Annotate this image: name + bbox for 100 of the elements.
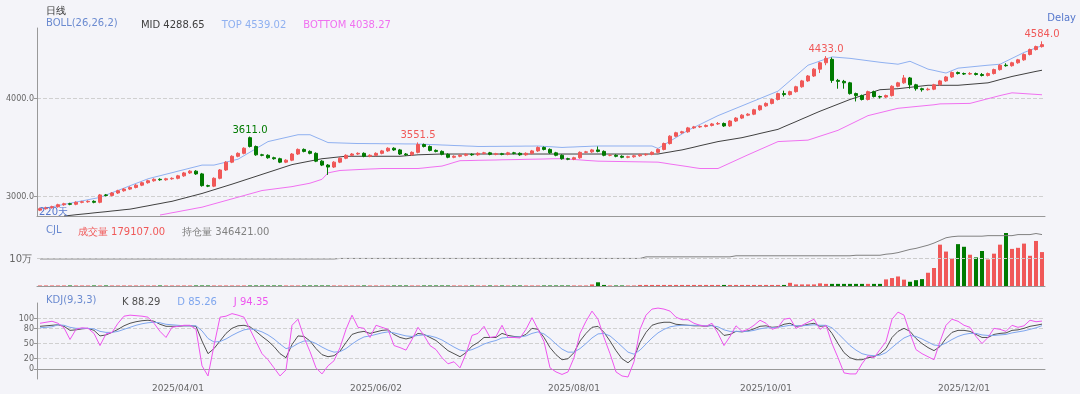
- bar: [1016, 247, 1020, 286]
- candlestick: [758, 104, 762, 112]
- candlestick: [1004, 62, 1008, 68]
- line-series: [39, 319, 1043, 364]
- candlestick: [668, 134, 672, 146]
- candlestick: [386, 146, 390, 153]
- candlestick: [944, 75, 948, 83]
- candlestick: [872, 90, 876, 99]
- candlestick: [656, 147, 660, 154]
- candlestick: [200, 172, 204, 188]
- candlestick: [332, 160, 336, 169]
- x-tick-label: 2025/10/01: [740, 382, 792, 393]
- text: 持仓量 346421.00: [182, 225, 270, 237]
- legend-title: BOLL(26,26,2): [46, 16, 118, 28]
- candlestick: [278, 157, 282, 164]
- candlestick: [974, 72, 978, 76]
- candlestick: [812, 67, 816, 78]
- candlestick: [746, 112, 750, 117]
- y-tick-label: 20: [23, 354, 34, 364]
- bar: [848, 283, 852, 286]
- candlestick: [266, 153, 270, 160]
- candlestick: [632, 154, 636, 159]
- bar: [1004, 233, 1008, 286]
- candlestick: [38, 207, 42, 212]
- candlestick: [920, 87, 924, 93]
- candlestick: [716, 121, 720, 126]
- bar: [596, 282, 600, 286]
- candlestick: [302, 147, 306, 153]
- text: TOP 4539.02: [220, 18, 287, 30]
- candlestick: [320, 159, 324, 167]
- bar: [914, 280, 918, 286]
- candlestick: [134, 183, 138, 189]
- candlestick: [644, 152, 648, 157]
- bar: [950, 258, 954, 286]
- candlestick: [248, 136, 252, 148]
- candlestick: [734, 116, 738, 123]
- candlestick: [968, 71, 972, 76]
- candlestick: [986, 72, 990, 77]
- candlestick: [584, 150, 588, 154]
- candlestick: [830, 56, 834, 84]
- candlestick: [440, 149, 444, 156]
- candlestick: [470, 152, 474, 157]
- candlestick: [728, 119, 732, 128]
- candlestick: [146, 179, 150, 185]
- bar: [788, 282, 792, 286]
- candlestick: [836, 78, 840, 90]
- candlestick: [848, 81, 852, 96]
- bar: [920, 279, 924, 286]
- candlestick: [158, 177, 162, 182]
- candlestick: [188, 169, 192, 175]
- bar: [998, 244, 1002, 286]
- candlestick: [206, 184, 210, 188]
- bar: [956, 244, 960, 286]
- bar: [842, 283, 846, 286]
- bar: [938, 244, 942, 286]
- candlestick: [314, 151, 318, 163]
- candlestick: [518, 151, 522, 157]
- legend-title: KDJ(9,3,3): [46, 293, 97, 305]
- candlestick: [776, 92, 780, 101]
- candlestick: [224, 160, 228, 172]
- candlestick: [398, 148, 402, 156]
- candlestick: [1028, 48, 1032, 56]
- candlestick: [626, 155, 630, 159]
- candlestick: [800, 79, 804, 89]
- series-label: J 94.35: [232, 295, 269, 307]
- y-tick-label: 0: [28, 364, 34, 374]
- candlestick: [530, 149, 534, 155]
- bar: [884, 279, 888, 286]
- candlestick: [1010, 61, 1014, 68]
- candlestick: [596, 145, 600, 153]
- candlestick: [236, 151, 240, 158]
- text: Delay: [1047, 11, 1077, 23]
- candlestick: [500, 152, 504, 156]
- candlestick: [68, 202, 72, 206]
- candlestick: [212, 176, 216, 188]
- candlestick: [458, 153, 462, 158]
- candlestick: [404, 152, 408, 157]
- candlestick: [548, 147, 552, 155]
- candlestick: [980, 72, 984, 77]
- candlestick: [962, 72, 966, 76]
- candlestick: [476, 151, 480, 157]
- candlestick: [686, 126, 690, 134]
- candlestick: [902, 74, 906, 85]
- bar: [1034, 240, 1038, 286]
- bar: [1022, 243, 1026, 286]
- candlestick: [680, 130, 684, 135]
- candlestick: [842, 79, 846, 90]
- candlestick: [482, 151, 486, 155]
- candlestick: [428, 145, 432, 152]
- candlestick: [884, 94, 888, 99]
- x-tick-label: 2025/04/01: [152, 382, 204, 393]
- candlestick: [74, 200, 78, 206]
- y-tick-label: 100: [18, 313, 34, 323]
- candlestick: [740, 113, 744, 120]
- candlestick: [1034, 45, 1038, 52]
- candlestick: [1016, 58, 1020, 65]
- candlestick: [926, 87, 930, 92]
- candlestick: [176, 174, 180, 180]
- candlestick: [122, 187, 126, 193]
- candlestick: [650, 150, 654, 156]
